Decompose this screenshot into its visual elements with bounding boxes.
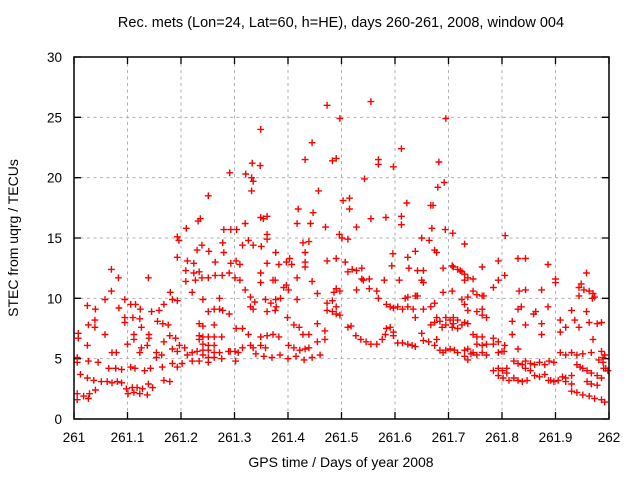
x-tick-label: 261.4 [271, 430, 305, 445]
y-axis-title: STEC from uqrg / TECUs [5, 159, 21, 317]
chart-title: Rec. mets (Lon=24, Lat=60, h=HE), days 2… [118, 15, 564, 31]
x-tick-label: 261.7 [432, 430, 466, 445]
y-tick-label: 10 [47, 291, 62, 306]
x-tick-label: 261.2 [164, 430, 198, 445]
x-tick-label: 261.8 [485, 430, 519, 445]
y-tick-label: 20 [47, 171, 62, 186]
x-axis-title: GPS time / Days of year 2008 [248, 454, 433, 470]
y-tick-label: 25 [47, 110, 62, 125]
data-points [73, 98, 612, 406]
x-tick-label: 261.5 [325, 430, 359, 445]
y-tick-labels: 0 5 10 15 20 25 30 [47, 50, 62, 427]
x-tick-label: 261.1 [111, 430, 145, 445]
y-tick-label: 5 [54, 352, 62, 367]
y-tick-label: 30 [47, 50, 62, 65]
x-tick-label: 262 [598, 430, 621, 445]
scatter-markers [73, 98, 612, 406]
x-tick-label: 261.6 [378, 430, 412, 445]
y-tick-label: 0 [54, 412, 62, 427]
plot-border [73, 56, 610, 420]
x-tick-label: 261.3 [218, 430, 252, 445]
x-tick-label: 261.9 [539, 430, 573, 445]
x-tick-label: 261 [63, 430, 86, 445]
y-tick-label: 15 [47, 231, 62, 246]
x-tick-labels: 261 261.1 261.2 261.3 261.4 261.5 261.6 261.7 26… [63, 430, 621, 445]
